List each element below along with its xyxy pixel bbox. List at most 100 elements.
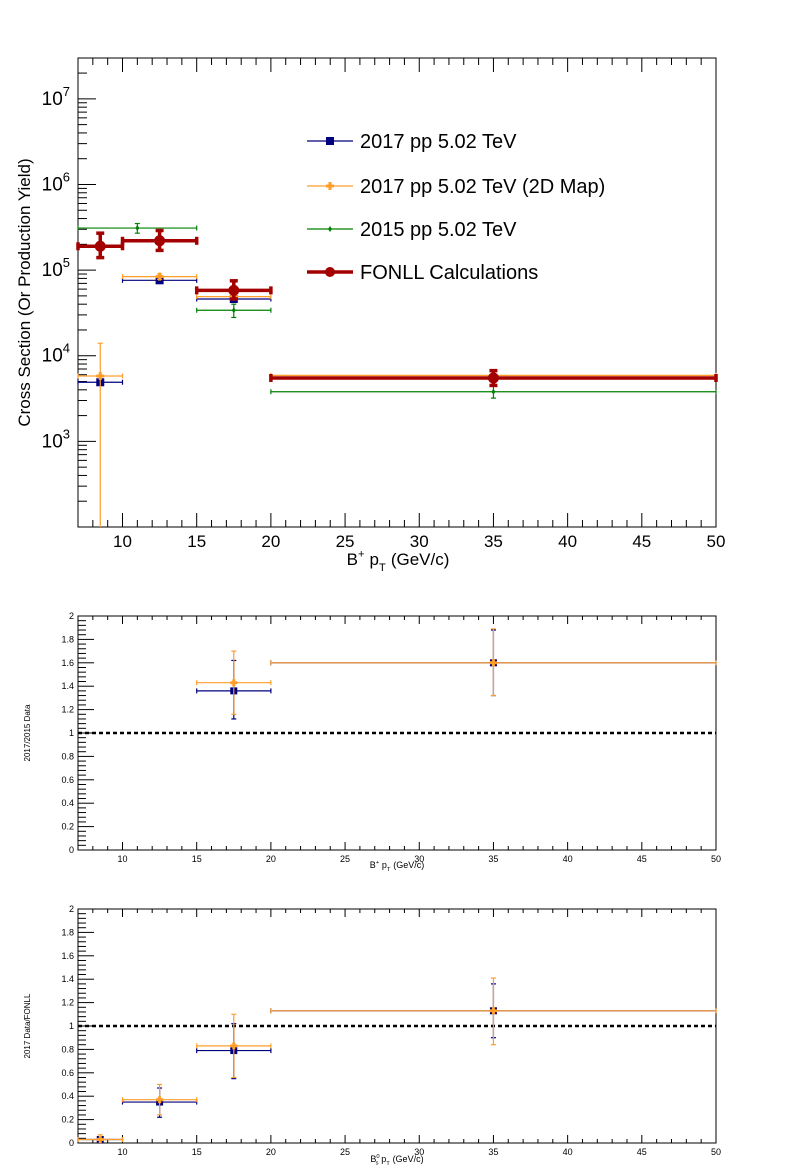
y-axis-label: Cross Section (Or Production Yield) (15, 158, 34, 426)
series-orange (77, 977, 717, 1143)
series-blue (77, 276, 717, 387)
marker-circle (487, 372, 499, 384)
legend-label: 2017 pp 5.02 TeV (360, 131, 517, 153)
y-axis-label: 2017/2015 Data (23, 704, 32, 761)
y-tick-label: 0.4 (61, 1091, 74, 1101)
y-tick-exponent: 4 (63, 341, 70, 356)
legend-label: 2017 pp 5.02 TeV (2D Map) (360, 176, 605, 198)
x-label-main: B (370, 1154, 376, 1164)
data-point (196, 303, 272, 319)
y-tick-label: 0.4 (61, 798, 74, 808)
x-label-unit: (GeV/c) (393, 1154, 424, 1164)
marker-cross (96, 1135, 104, 1143)
marker-cross (96, 371, 105, 380)
y-tick-label: 1.2 (61, 705, 74, 715)
x-tick-label: 15 (192, 854, 202, 864)
y-tick-label: 104 (42, 341, 70, 367)
series-orange (77, 272, 717, 527)
y-tick-label: 0.6 (61, 775, 74, 785)
x-label-subscript: T (387, 867, 391, 873)
data-point (76, 231, 125, 260)
x-tick-label: 10 (118, 854, 128, 864)
y-tick-label: 1.6 (61, 951, 74, 961)
data-point (120, 228, 199, 253)
data-point (121, 272, 198, 281)
marker-circle (228, 284, 240, 296)
x-label-unit: (GeV/c) (391, 550, 450, 569)
marker-cross (230, 679, 238, 687)
y-tick-label: 107 (42, 84, 70, 110)
x-tick-label: 10 (118, 1147, 128, 1157)
data-point (269, 368, 718, 388)
marker-diamond (231, 307, 236, 314)
legend-marker-circle (325, 267, 335, 277)
plot-panel-middle: 10 15 20 25 30 35 40 45 50 0 0.2 0.4 0.6 0.8 1 1.2 1.4 1.… (23, 611, 721, 873)
y-tick-label: 1.6 (61, 658, 74, 668)
x-tick-label: 45 (632, 532, 651, 551)
data-point (270, 977, 717, 1046)
y-tick-exponent: 5 (63, 255, 70, 270)
x-axis-label: B+pT(GeV/c) (370, 860, 424, 873)
y-tick-label: 1 (69, 728, 74, 738)
x-tick-label: 20 (261, 532, 280, 551)
x-tick-label: 35 (484, 532, 503, 551)
x-label-p: p (382, 860, 387, 870)
x-label-superscript: + (376, 860, 380, 866)
legend-label: 2015 pp 5.02 TeV (360, 219, 517, 241)
legend-item: FONLL Calculations (307, 262, 538, 284)
x-label-subscript: T (379, 562, 386, 574)
marker-diamond (491, 388, 496, 395)
marker-cross (156, 1096, 164, 1104)
x-tick-label: 30 (414, 1147, 424, 1157)
legend-marker-cross (326, 182, 334, 190)
x-label-superscript: 0 (376, 1154, 380, 1160)
x-tick-label: 50 (711, 854, 721, 864)
x-tick-label: 25 (336, 532, 355, 551)
legend-item: 2015 pp 5.02 TeV (307, 219, 517, 241)
legend-marker-diamond (328, 226, 332, 232)
marker-cross (230, 1042, 238, 1050)
y-tick-label: 2 (69, 904, 74, 914)
data-point (121, 1083, 198, 1116)
legend-item: 2017 pp 5.02 TeV (2D Map) (307, 176, 605, 198)
y-tick-base: 10 (42, 174, 63, 195)
y-tick-base: 10 (42, 431, 63, 452)
marker-cross (489, 659, 497, 667)
marker-circle (94, 240, 106, 252)
x-tick-label: 15 (192, 1147, 202, 1157)
marker-circle (154, 235, 166, 247)
y-tick-base: 10 (42, 260, 63, 281)
y-tick-label: 1.4 (61, 974, 74, 984)
x-axis-label: B+pT(GeV/c) (347, 548, 450, 574)
x-label-subscript: T (386, 1161, 390, 1167)
y-tick-label: 1.8 (61, 927, 74, 937)
x-label-main: B (370, 860, 376, 870)
x-tick-label: 25 (340, 854, 350, 864)
y-tick-label: 105 (42, 255, 70, 281)
series-dark_red (76, 228, 718, 388)
y-tick-label: 1.4 (61, 681, 74, 691)
y-tick-label: 2 (69, 611, 74, 621)
marker-cross (489, 1007, 497, 1015)
x-label-p: p (381, 1154, 386, 1164)
y-tick-label: 0 (69, 1138, 74, 1148)
x-tick-label: 10 (113, 532, 132, 551)
legend-label: FONLL Calculations (360, 262, 538, 284)
marker-diamond (135, 225, 140, 232)
data-point (270, 385, 717, 399)
data-point (77, 1134, 124, 1143)
y-axis-label: 2017 Data/FONLL (23, 993, 32, 1058)
x-tick-label: 40 (558, 532, 577, 551)
x-tick-label: 50 (711, 1147, 721, 1157)
x-tick-label: 20 (266, 854, 276, 864)
marker-cross (155, 272, 164, 281)
y-tick-label: 0.8 (61, 751, 74, 761)
data-point (77, 222, 198, 234)
series-orange (196, 628, 717, 715)
y-tick-label: 1.2 (61, 998, 74, 1008)
x-tick-label: 35 (488, 854, 498, 864)
data-point (77, 342, 124, 527)
x-tick-label: 45 (637, 854, 647, 864)
